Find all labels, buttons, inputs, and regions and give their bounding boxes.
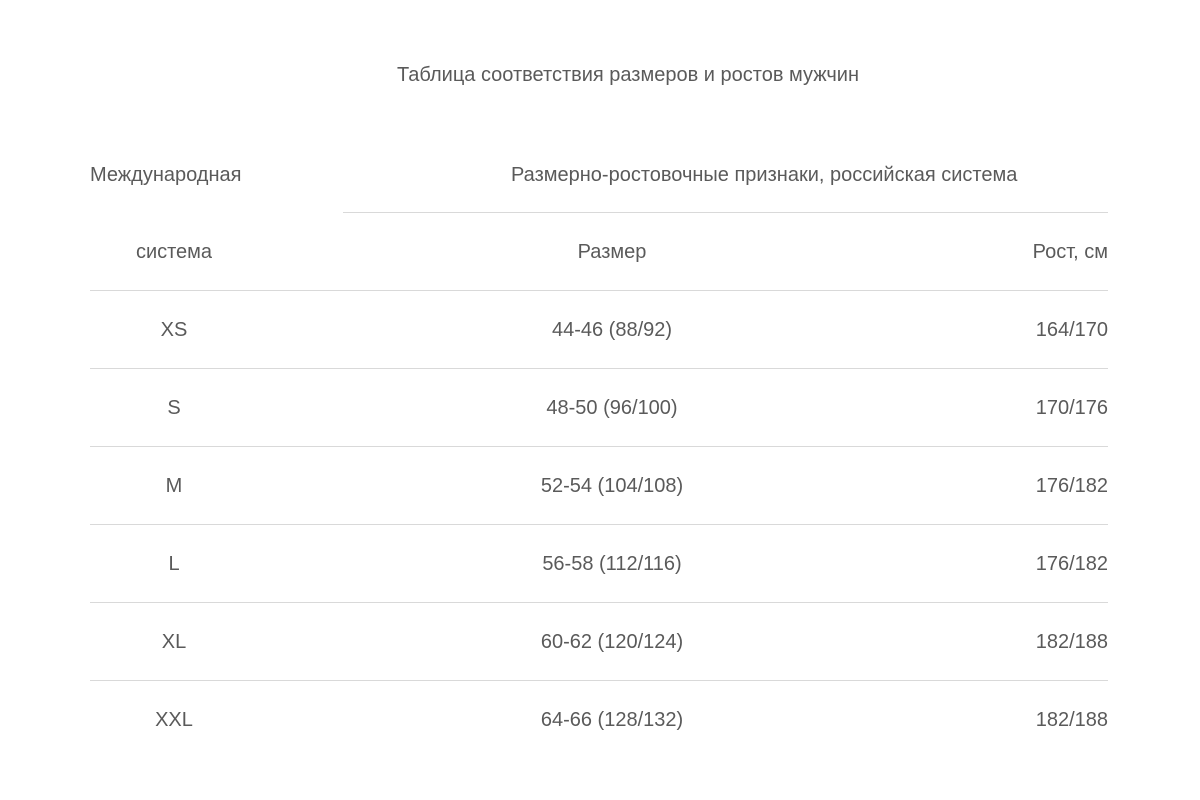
header-international-bottom: система (135, 241, 213, 263)
header-size: Размер (577, 241, 647, 263)
row-divider (90, 368, 1108, 369)
cell-international: XL (161, 631, 187, 653)
cell-international: XXL (155, 709, 193, 731)
header-russian-group: Размерно-ростовочные признаки, российска… (511, 164, 1018, 186)
row-divider (90, 524, 1108, 525)
cell-height: 170/176 (1035, 397, 1108, 419)
cell-international: XS (160, 319, 188, 341)
cell-height: 182/188 (1035, 631, 1108, 653)
cell-international: M (165, 475, 183, 497)
cell-size: 56-58 (112/116) (542, 553, 682, 575)
cell-height: 164/170 (1035, 319, 1108, 341)
header-height: Рост, см (1032, 241, 1108, 263)
table-title: Таблица соответствия размеров и ростов м… (396, 64, 859, 86)
cell-size: 52-54 (104/108) (540, 475, 684, 497)
cell-height: 176/182 (1035, 475, 1108, 497)
row-divider (90, 290, 1108, 291)
row-divider (90, 602, 1108, 603)
cell-international: L (168, 553, 180, 575)
cell-international: S (167, 397, 181, 419)
cell-height: 176/182 (1035, 553, 1108, 575)
cell-height: 182/188 (1035, 709, 1108, 731)
cell-size: 48-50 (96/100) (546, 397, 678, 419)
cell-size: 64-66 (128/132) (540, 709, 684, 731)
header-international-top: Международная (90, 164, 242, 186)
cell-size: 44-46 (88/92) (551, 319, 673, 341)
row-divider (90, 446, 1108, 447)
cell-size: 60-62 (120/124) (540, 631, 684, 653)
row-divider (90, 680, 1108, 681)
header-divider (343, 212, 1108, 213)
